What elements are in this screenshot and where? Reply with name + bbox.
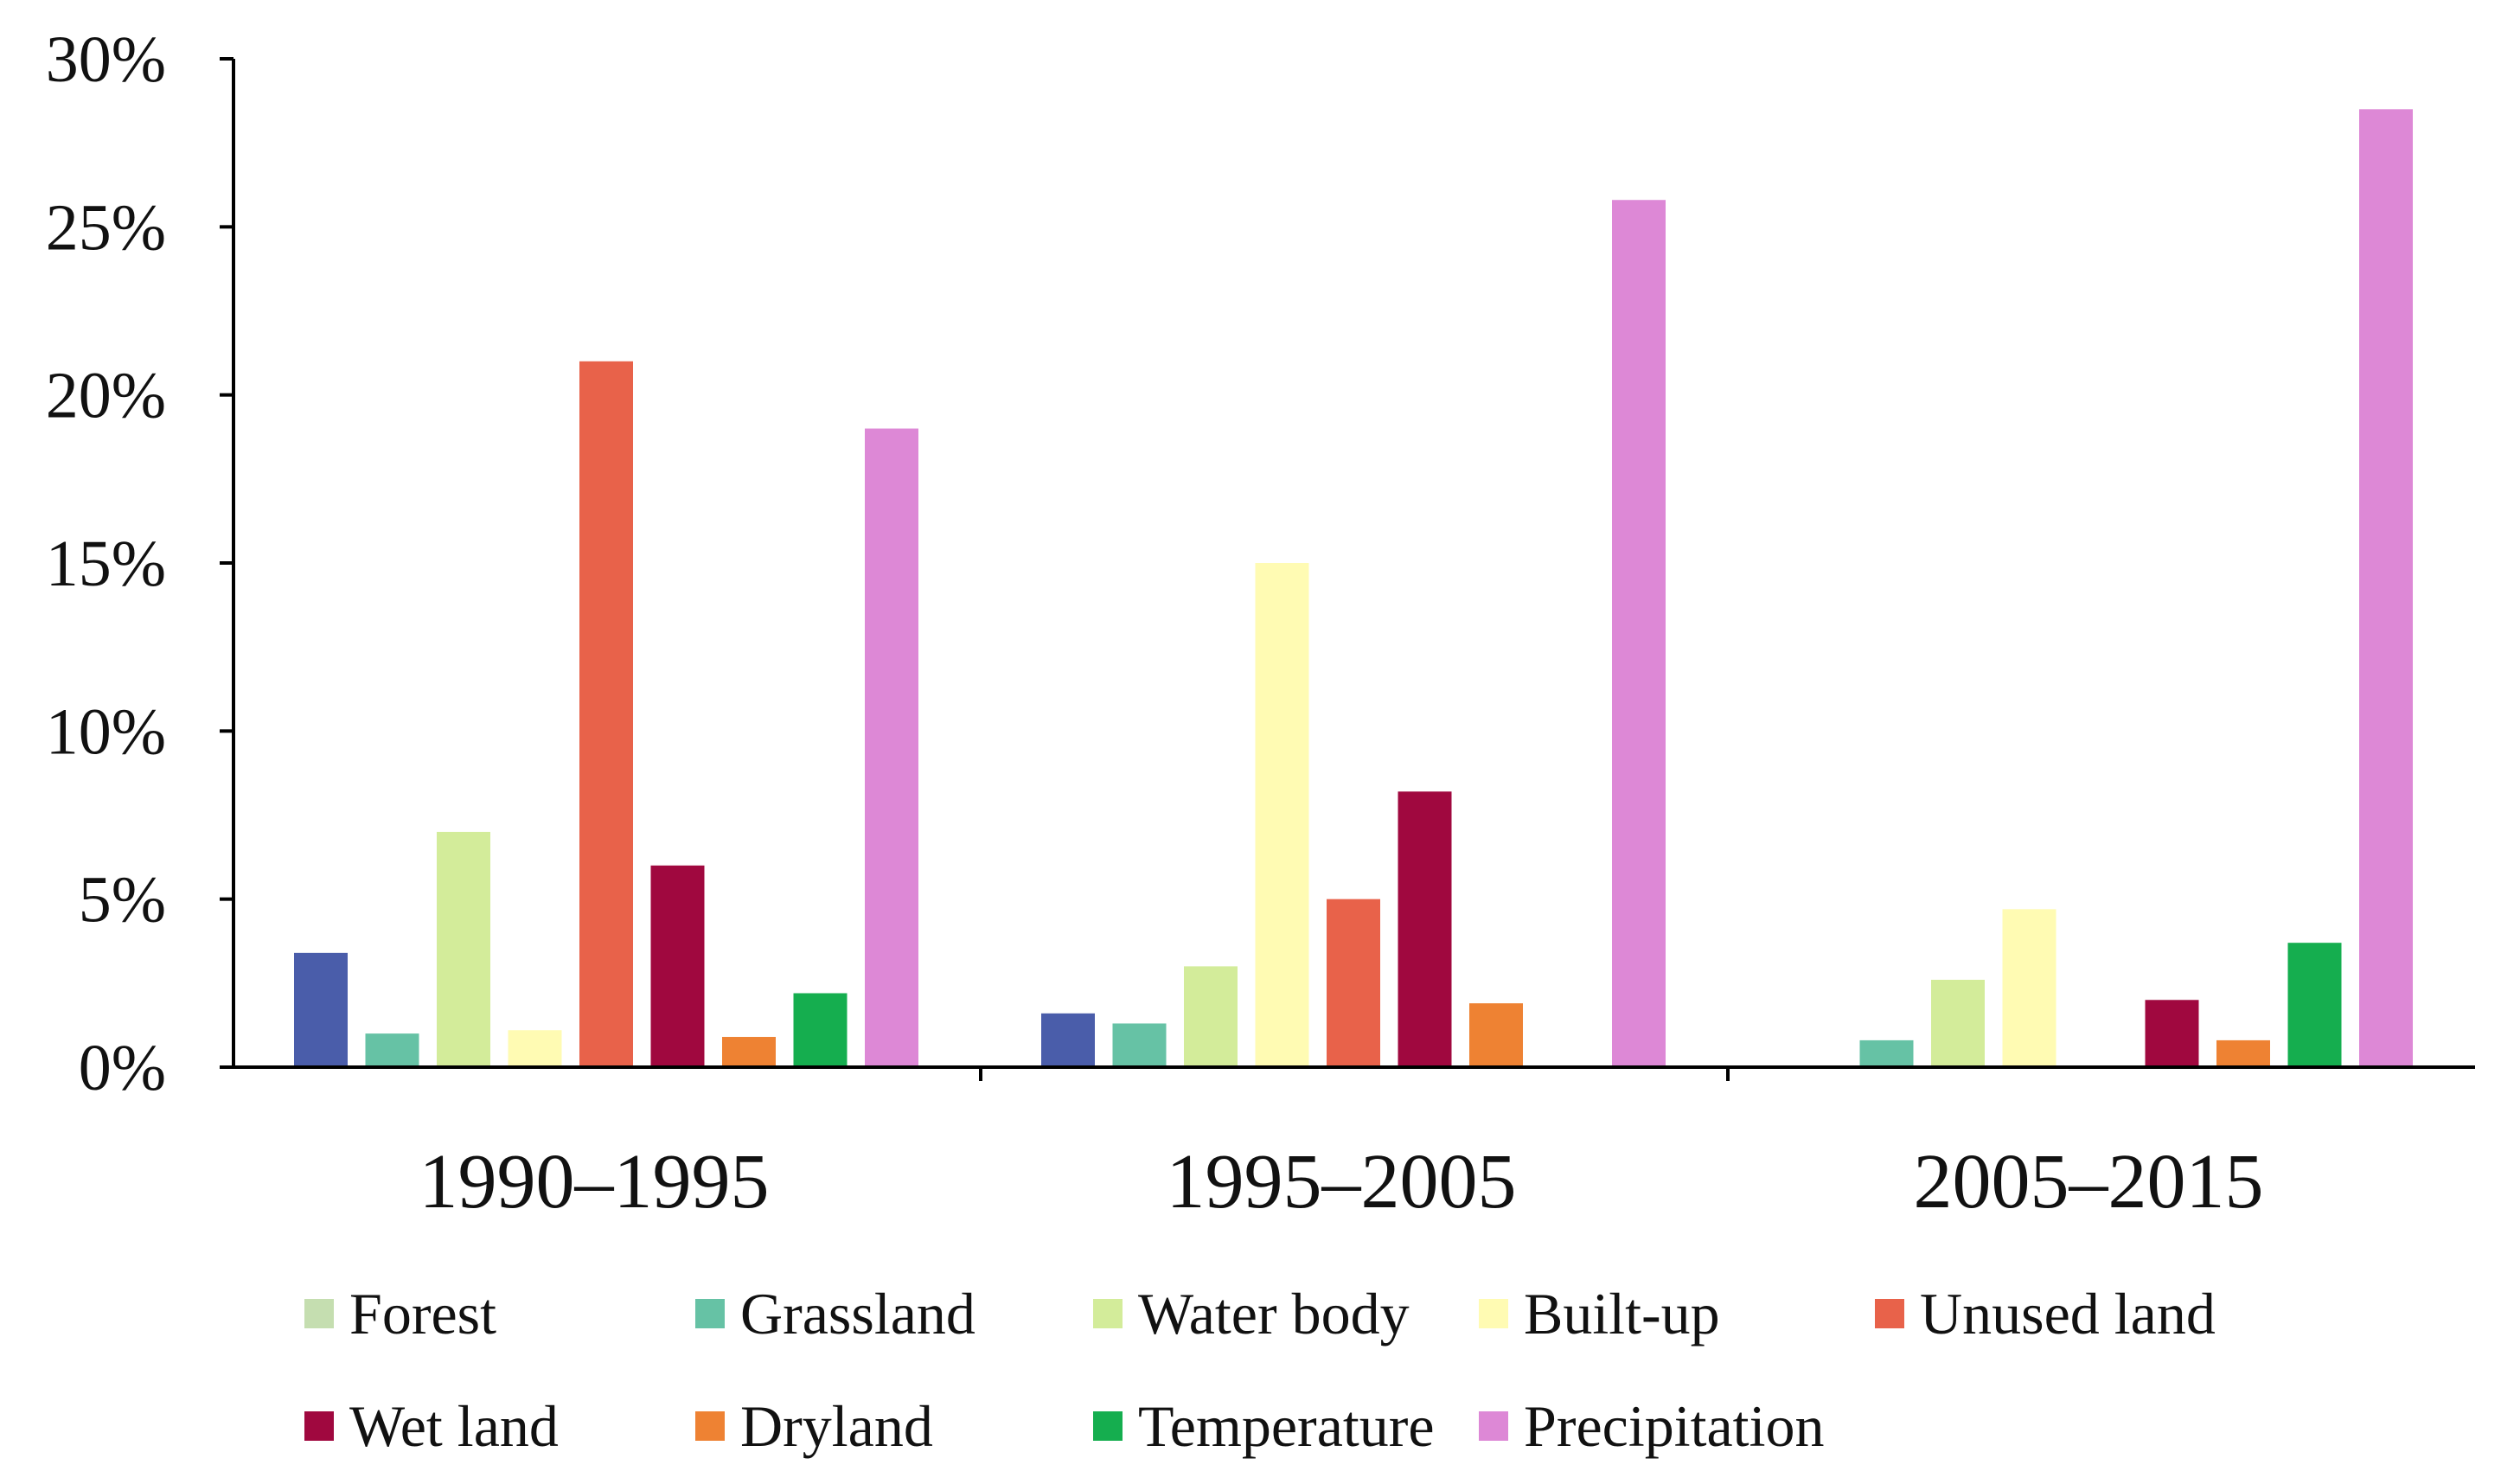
legend-swatch-temperature xyxy=(1093,1411,1123,1441)
bar-grassland-1 xyxy=(365,1033,419,1067)
bar-water-body-3 xyxy=(1931,979,1985,1067)
y-tick-label: 10% xyxy=(46,695,166,768)
legend-swatch-forest xyxy=(304,1299,334,1328)
legend-label-unused-land: Unused land xyxy=(1920,1281,2216,1346)
axes xyxy=(232,59,2475,1069)
bar-temperature-3 xyxy=(2287,943,2342,1067)
bar-precipitation-3 xyxy=(2359,109,2413,1067)
bar-dryland-3 xyxy=(2216,1039,2270,1067)
legend-label-dryland: Dryland xyxy=(740,1393,933,1459)
legend: Forest Grassland Water body Built-up Unused … xyxy=(304,1281,2216,1459)
legend-swatch-built-up xyxy=(1479,1299,1508,1328)
bar-cropland-2 xyxy=(1041,1013,1095,1067)
y-tick-label: 20% xyxy=(46,360,166,432)
legend-swatch-grassland xyxy=(695,1299,725,1328)
legend-label-built-up: Built-up xyxy=(1524,1281,1720,1346)
legend-label-temperature: Temperature xyxy=(1138,1393,1435,1459)
legend-swatch-unused-land xyxy=(1875,1299,1904,1328)
legend-label-forest: Forest xyxy=(349,1281,496,1346)
bar-cropland-1 xyxy=(294,952,348,1067)
y-tick-label: 0% xyxy=(79,1032,166,1104)
bar-built-up-3 xyxy=(2002,909,2056,1067)
legend-swatch-water-body xyxy=(1093,1299,1123,1328)
x-category-label: 1990–1995 xyxy=(419,1139,770,1225)
y-tick-label: 15% xyxy=(46,528,166,600)
bar-wet-land-2 xyxy=(1398,791,1452,1067)
bar-built-up-2 xyxy=(1255,563,1309,1067)
bar-dryland-1 xyxy=(722,1037,776,1067)
bar-unused-land-2 xyxy=(1327,899,1380,1067)
bar-built-up-1 xyxy=(508,1030,562,1067)
bar-grassland-3 xyxy=(1859,1039,1914,1067)
x-category-label: 1995–2005 xyxy=(1167,1139,1517,1225)
legend-swatch-precipitation xyxy=(1479,1411,1508,1441)
bar-precipitation-1 xyxy=(865,428,918,1067)
legend-label-precipitation: Precipitation xyxy=(1524,1393,1824,1459)
bar-wet-land-1 xyxy=(650,865,705,1067)
category-labels: 1990–1995 1995–2005 2005–2015 xyxy=(419,1139,2264,1225)
legend-label-wet-land: Wet land xyxy=(349,1393,559,1459)
bar-wet-land-3 xyxy=(2145,1000,2199,1067)
bar-grassland-2 xyxy=(1112,1023,1167,1067)
bar-precipitation-2 xyxy=(1612,200,1666,1068)
legend-label-grassland: Grassland xyxy=(740,1281,975,1346)
y-tick-label: 5% xyxy=(79,864,166,937)
bar-unused-land-1 xyxy=(579,361,633,1067)
y-tick-label: 30% xyxy=(46,23,166,96)
bar-dryland-2 xyxy=(1469,1003,1523,1067)
y-ticks: 0% 5% 10% 15% 20% 25% 30% xyxy=(46,23,1730,1104)
bars xyxy=(294,109,2413,1068)
bar-water-body-1 xyxy=(437,831,490,1067)
bar-temperature-1 xyxy=(793,993,848,1067)
legend-swatch-dryland xyxy=(695,1411,725,1441)
bar-water-body-2 xyxy=(1184,966,1238,1067)
legend-swatch-wet-land xyxy=(304,1411,334,1441)
y-tick-label: 25% xyxy=(46,191,166,264)
x-category-label: 2005–2015 xyxy=(1914,1139,2264,1225)
legend-label-water-body: Water body xyxy=(1138,1281,1410,1346)
